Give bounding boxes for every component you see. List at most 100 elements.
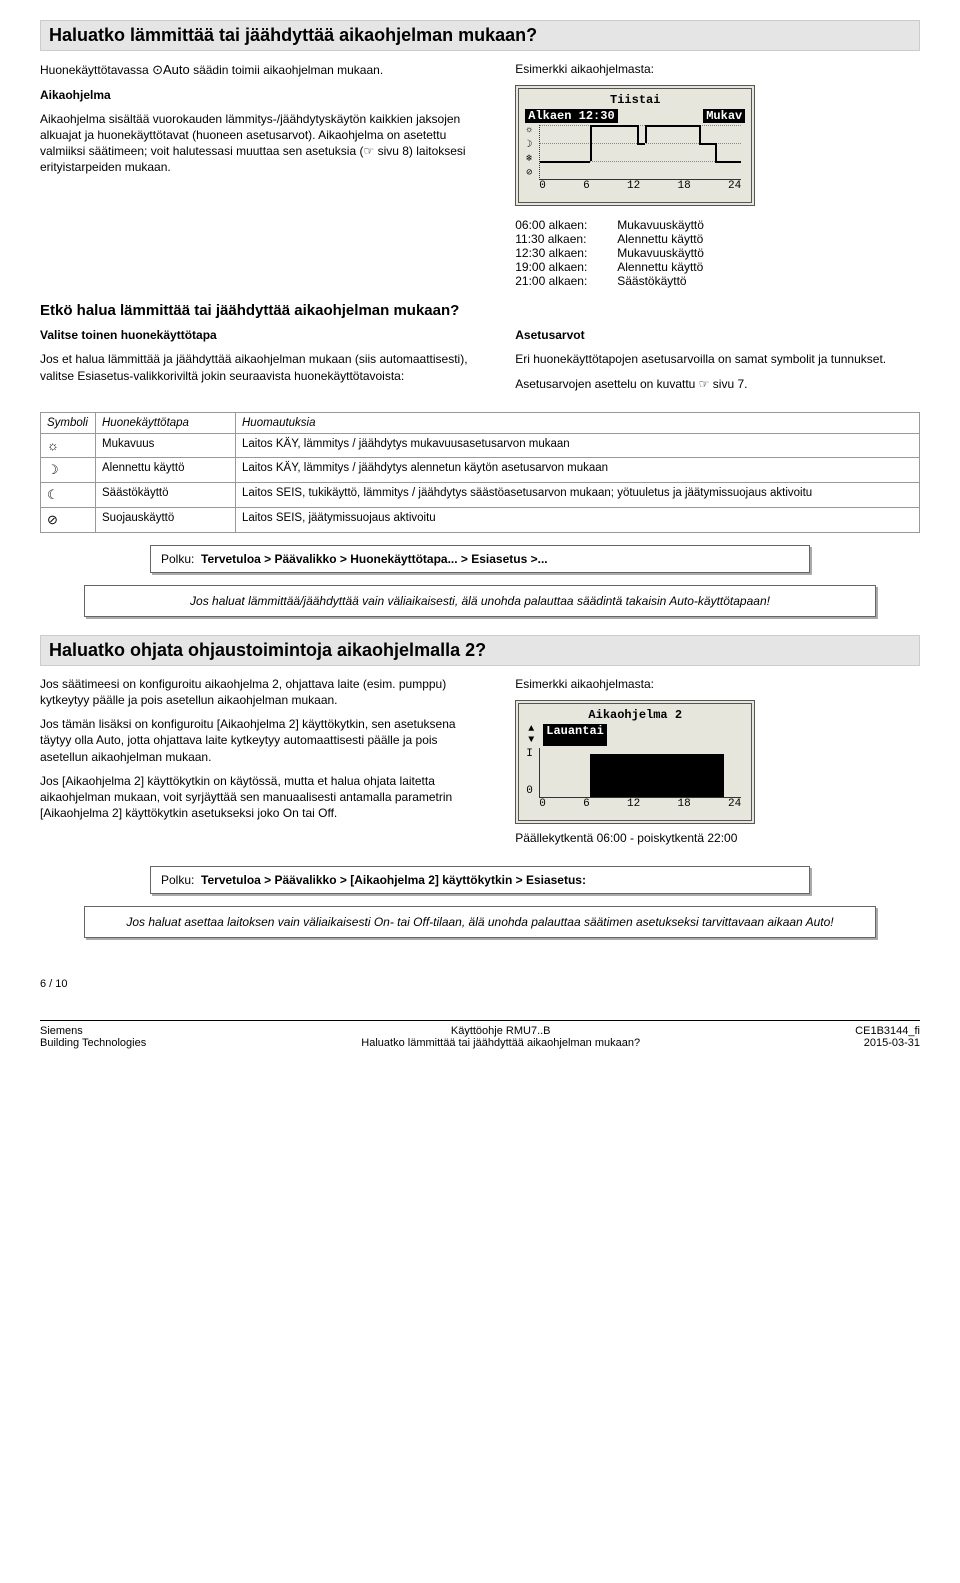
table-row: ☼ Mukavuus Laitos KÄY, lämmitys / jäähdy… — [41, 433, 920, 457]
mode-cell: Mukavuus — [96, 433, 236, 457]
polku-path: Tervetuloa > Päävalikko > Huonekäyttötap… — [201, 552, 548, 566]
time: 06:00 alkaen: — [515, 218, 605, 232]
section2-title: Etkö halua lämmittää tai jäähdyttää aika… — [40, 302, 920, 319]
sec2-left-label: Valitse toinen huonekäyttötapa — [40, 328, 217, 342]
footer-right1: CE1B3144_fi — [855, 1025, 920, 1037]
ylabel: 0 — [526, 785, 533, 797]
halfmoon-icon: ☽ — [41, 457, 96, 482]
mode-cell: Alennettu käyttö — [96, 457, 236, 482]
lcd1-yicons: ☼ ☽ ❄ ⊘ — [526, 125, 532, 179]
note-box-1: Jos haluat lämmittää/jäähdyttää vain väl… — [84, 585, 876, 617]
path-box-1: Polku: Tervetuloa > Päävalikko > Huonekä… — [150, 545, 810, 573]
tick: 0 — [539, 798, 546, 810]
tick: 6 — [583, 180, 590, 192]
sun-icon: ☼ — [526, 125, 532, 136]
moon-icon: ☽ — [526, 139, 532, 151]
txt: säädin toimii aikaohjelman mukaan. — [193, 63, 383, 77]
schedule-list: 06:00 alkaen: Mukavuuskäyttö 11:30 alkaen… — [515, 218, 920, 288]
lcd2-day: Lauantai — [543, 724, 607, 746]
schedule-row: 11:30 alkaen: Alennettu käyttö — [515, 232, 920, 246]
lcd1-from: Alkaen 12:30 — [525, 109, 617, 123]
off-icon: ⊘ — [526, 167, 532, 179]
footer-left2: Building Technologies — [40, 1037, 146, 1049]
sec3-p1: Jos säätimeesi on konfiguroitu aikaohjel… — [40, 676, 485, 708]
tick: 6 — [583, 798, 590, 810]
sun-icon: ☼ — [41, 433, 96, 457]
moon-icon: ☾ — [41, 482, 96, 507]
footer-right2: 2015-03-31 — [855, 1037, 920, 1049]
mode-cell: Suojauskäyttö — [96, 507, 236, 532]
lcd2-ylabels: I 0 — [526, 748, 533, 797]
tick: 12 — [627, 180, 640, 192]
protection-icon: ⊘ — [41, 507, 96, 532]
sec2-right-p1: Eri huonekäyttötapojen asetusarvoilla on… — [515, 351, 920, 367]
modes-table: Symboli Huonekäyttötapa Huomautuksia ☼ M… — [40, 412, 920, 533]
sec2-right-p2: Asetusarvojen asettelu on kuvattu ☞ sivu… — [515, 376, 920, 392]
page-footer: Siemens Building Technologies Käyttöohje… — [40, 1020, 920, 1049]
sec2-left-p: Jos et halua lämmittää ja jäähdyttää aik… — [40, 351, 485, 383]
mode: Säästökäyttö — [617, 274, 686, 288]
polku-label: Polku: — [161, 552, 194, 566]
tick: 0 — [539, 180, 546, 192]
tick: 12 — [627, 798, 640, 810]
lcd1-day: Tiistai — [525, 93, 745, 107]
section1-title: Haluatko lämmittää tai jäähdyttää aikaoh… — [40, 20, 920, 51]
section3-title: Haluatko ohjata ohjaustoimintoja aikaohj… — [40, 635, 920, 666]
lcd2-bar — [590, 754, 724, 797]
auto-icon: ⊙Auto — [152, 62, 190, 77]
page-number: 6 / 10 — [40, 978, 920, 990]
sec1-example-label: Esimerkki aikaohjelmasta: — [515, 61, 920, 77]
sec3-p2: Jos tämän lisäksi on konfiguroitu [Aikao… — [40, 716, 485, 765]
mode: Mukavuuskäyttö — [617, 218, 704, 232]
tick: 24 — [728, 180, 741, 192]
path-box-2: Polku: Tervetuloa > Päävalikko > [Aikaoh… — [150, 866, 810, 894]
sec3-example-label: Esimerkki aikaohjelmasta: — [515, 676, 920, 692]
table-row: ☾ Säästökäyttö Laitos SEIS, tukikäyttö, … — [41, 482, 920, 507]
time: 11:30 alkaen: — [515, 232, 605, 246]
sec1-sub-p: Aikaohjelma sisältää vuorokauden lämmity… — [40, 111, 485, 176]
th-mode: Huonekäyttötapa — [96, 412, 236, 433]
mode: Mukavuuskäyttö — [617, 246, 704, 260]
time: 12:30 alkaen: — [515, 246, 605, 260]
schedule-row: 12:30 alkaen: Mukavuuskäyttö — [515, 246, 920, 260]
snow-icon: ❄ — [526, 153, 532, 165]
lcd2-chart: I 0 — [539, 748, 741, 798]
lcd2-xaxis: 0 6 12 18 24 — [539, 798, 741, 810]
sec3-p3: Jos [Aikaohjelma 2] käyttökytkin on käyt… — [40, 773, 485, 822]
sec1-intro: Huonekäyttötavassa ⊙Auto säädin toimii a… — [40, 61, 485, 79]
mode-cell: Säästökäyttö — [96, 482, 236, 507]
note-box-2: Jos haluat asettaa laitoksen vain väliai… — [84, 906, 876, 938]
th-note: Huomautuksia — [236, 412, 920, 433]
lcd2-title: Aikaohjelma 2 — [525, 708, 745, 722]
schedule-row: 06:00 alkaen: Mukavuuskäyttö — [515, 218, 920, 232]
table-row: ☽ Alennettu käyttö Laitos KÄY, lämmitys … — [41, 457, 920, 482]
txt: Huonekäyttötavassa — [40, 63, 152, 77]
sec2-right-label: Asetusarvot — [515, 328, 584, 342]
lcd1-mode: Mukav — [703, 109, 745, 123]
schedule-row: 21:00 alkaen: Säästökäyttö — [515, 274, 920, 288]
time: 21:00 alkaen: — [515, 274, 605, 288]
lcd-timeprogram-2: Aikaohjelma 2 ▲▼ Lauantai I 0 0 6 12 18 … — [515, 700, 755, 824]
sec1-sub-label: Aikaohjelma — [40, 88, 111, 102]
tick: 24 — [728, 798, 741, 810]
footer-mid1: Käyttöohje RMU7..B — [361, 1025, 640, 1037]
footer-left1: Siemens — [40, 1025, 146, 1037]
tick: 18 — [678, 180, 691, 192]
time: 19:00 alkaen: — [515, 260, 605, 274]
lcd1-chart: ☼ ☽ ❄ ⊘ — [539, 125, 741, 180]
schedule-row: 19:00 alkaen: Alennettu käyttö — [515, 260, 920, 274]
note-cell: Laitos KÄY, lämmitys / jäähdytys mukavuu… — [236, 433, 920, 457]
tick: 18 — [678, 798, 691, 810]
lcd-timeprogram-1: Tiistai Alkaen 12:30 Mukav ☼ ☽ ❄ ⊘ — [515, 85, 755, 206]
polku-path: Tervetuloa > Päävalikko > [Aikaohjelma 2… — [201, 873, 586, 887]
lcd1-xaxis: 0 6 12 18 24 — [539, 180, 741, 192]
note-cell: Laitos KÄY, lämmitys / jäähdytys alennet… — [236, 457, 920, 482]
polku-label: Polku: — [161, 873, 194, 887]
mode: Alennettu käyttö — [617, 260, 703, 274]
lcd2-caption: Päällekytkentä 06:00 - poiskytkentä 22:0… — [515, 830, 920, 846]
note-cell: Laitos SEIS, tukikäyttö, lämmitys / jääh… — [236, 482, 920, 507]
footer-mid2: Haluatko lämmittää tai jäähdyttää aikaoh… — [361, 1037, 640, 1049]
mode: Alennettu käyttö — [617, 232, 703, 246]
th-symbol: Symboli — [41, 412, 96, 433]
ylabel: I — [526, 748, 533, 760]
